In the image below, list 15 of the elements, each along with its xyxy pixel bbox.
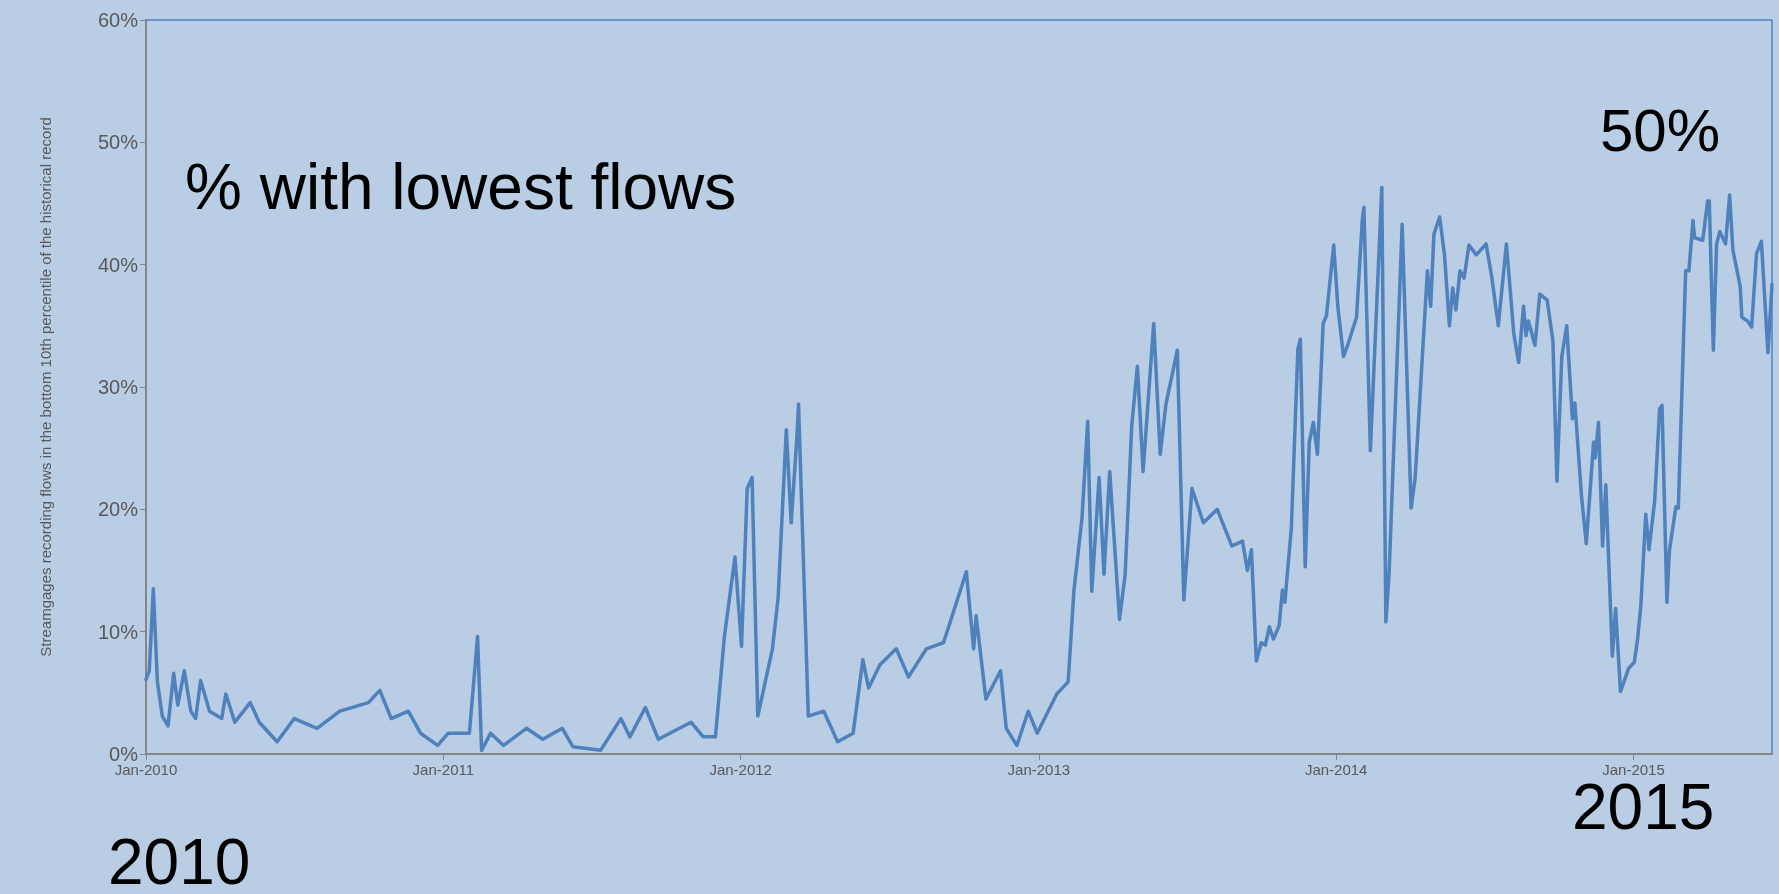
text: 2010 (108, 825, 251, 894)
y-tick-label: 30% (97, 376, 139, 398)
y-tick-label: 60% (97, 9, 139, 31)
y-tick-label: 10% (97, 620, 139, 643)
annotation: % with lowest flows (185, 150, 737, 223)
x-tick-label: Jan-2012 (709, 761, 772, 778)
x-tick-label: Jan-2015 (1602, 761, 1665, 778)
y-tick-label: 20% (97, 498, 139, 521)
annotation: 50% (1600, 96, 1721, 164)
x-tick-label: Jan-2013 (1007, 761, 1071, 778)
y-tick-label: 50% (97, 131, 139, 154)
y-tick-label: 40% (97, 253, 139, 276)
x-tick-label: Jan-2014 (1304, 761, 1368, 778)
x-tick-label: Jan-2011 (412, 761, 475, 778)
y-axis-title: Streamgages recording flows in the bottom 10th percentile of the historical record (36, 117, 54, 657)
